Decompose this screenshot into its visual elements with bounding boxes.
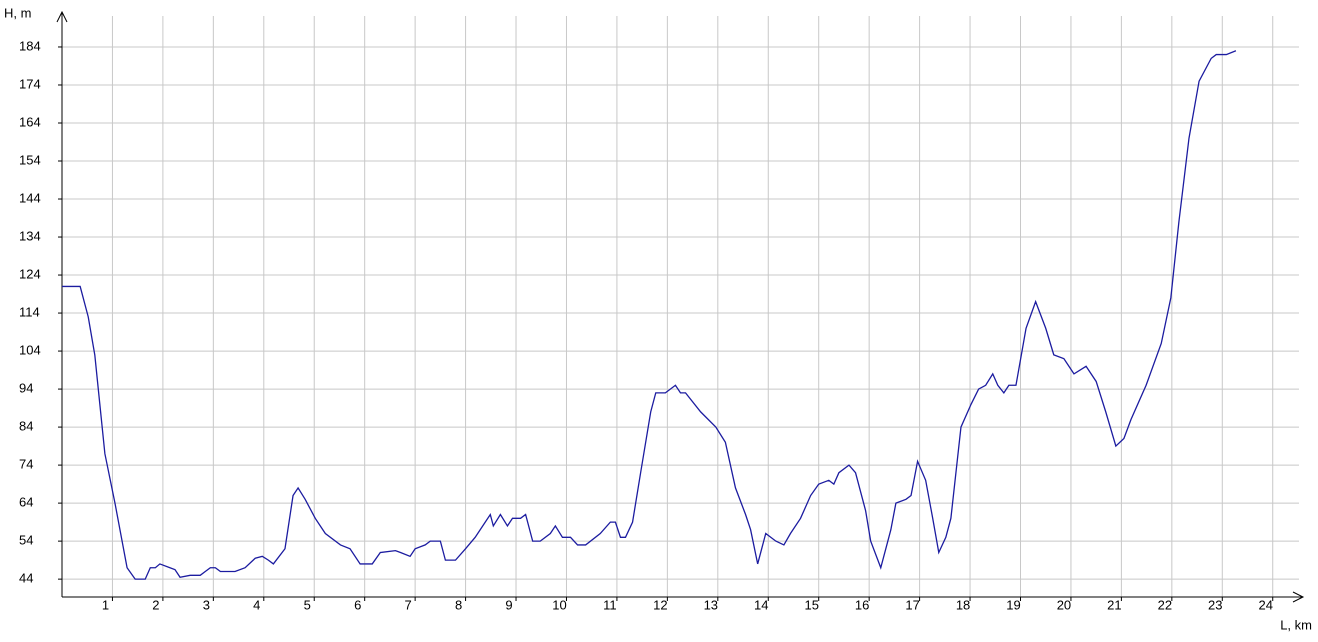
x-tick-label: 3: [203, 597, 210, 612]
y-tick-label: 144: [19, 190, 41, 205]
y-axis: [56, 10, 68, 597]
x-tick-label: 20: [1057, 597, 1071, 612]
x-tick-label: 6: [354, 597, 361, 612]
y-tick-label: 154: [19, 152, 41, 167]
x-tick-label: 17: [905, 597, 919, 612]
x-tick-label: 11: [603, 597, 617, 612]
x-tick-label: 15: [804, 597, 818, 612]
x-tick-label: 21: [1107, 597, 1121, 612]
x-tick-label: 2: [152, 597, 159, 612]
y-tick-label: 174: [19, 76, 41, 91]
y-tick-label: 134: [19, 228, 41, 243]
x-tick-label: 18: [956, 597, 970, 612]
y-tick-label: 84: [19, 419, 33, 434]
x-tick-label: 19: [1006, 597, 1020, 612]
y-tick-label: 94: [19, 381, 33, 396]
x-axis-label: L, km: [1280, 617, 1312, 632]
x-tick-label: 7: [405, 597, 412, 612]
x-tick-label: 8: [455, 597, 462, 612]
y-tick-label: 104: [19, 343, 41, 358]
y-tick-label: 44: [19, 571, 33, 586]
x-tick-label: 13: [704, 597, 718, 612]
x-tick-label: 9: [505, 597, 512, 612]
x-tick-label: 4: [253, 597, 260, 612]
y-axis-label: H, m: [4, 5, 31, 20]
elevation-line: [62, 50, 1237, 580]
x-tick-label: 10: [552, 597, 566, 612]
x-tick-label: 1: [102, 597, 109, 612]
y-tick-label: 164: [19, 114, 41, 129]
x-tick-label: 5: [304, 597, 311, 612]
x-tick-label: 22: [1158, 597, 1172, 612]
y-tick-label: 54: [19, 533, 33, 548]
x-tick-label: 23: [1208, 597, 1222, 612]
x-tick-label: 12: [653, 597, 667, 612]
y-tick-label: 184: [19, 38, 41, 53]
y-tick-label: 64: [19, 495, 33, 510]
x-tick-label: 24: [1258, 597, 1272, 612]
x-axis: [62, 591, 1305, 603]
y-tick-label: 74: [19, 457, 33, 472]
x-tick-label: 14: [754, 597, 768, 612]
y-tick-label: 114: [19, 304, 40, 319]
y-tick-label: 124: [19, 266, 41, 281]
x-tick-label: 16: [855, 597, 869, 612]
